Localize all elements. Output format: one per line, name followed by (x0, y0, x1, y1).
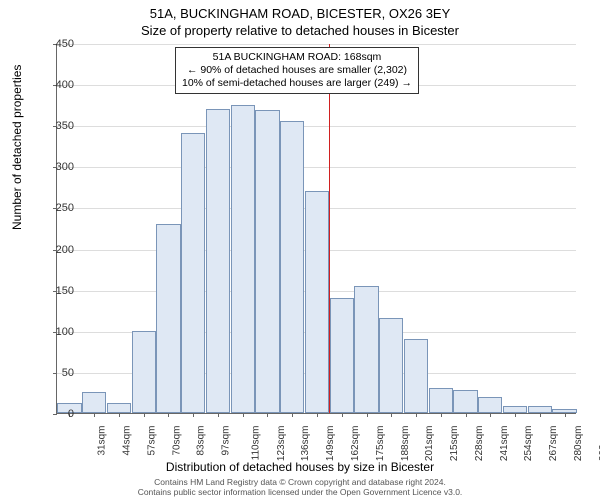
xtick-mark (267, 413, 268, 417)
footer-line-2: Contains public sector information licen… (0, 488, 600, 498)
histogram-bar (478, 397, 502, 413)
xtick-label: 201sqm (424, 426, 435, 462)
xtick-mark (391, 413, 392, 417)
histogram-bar (453, 390, 477, 413)
xtick-label: 267sqm (548, 426, 559, 462)
xtick-label: 136sqm (301, 426, 312, 462)
ytick-label: 50 (34, 367, 74, 379)
chart-title-sub: Size of property relative to detached ho… (0, 21, 600, 38)
xtick-label: 254sqm (523, 426, 534, 462)
histogram-bar (231, 105, 255, 413)
xtick-label: 215sqm (449, 426, 460, 462)
xtick-mark (490, 413, 491, 417)
histogram-bar (354, 286, 378, 413)
histogram-bar (379, 318, 403, 413)
histogram-bar (82, 392, 106, 413)
xtick-mark (416, 413, 417, 417)
xtick-label: 149sqm (325, 426, 336, 462)
xtick-mark (565, 413, 566, 417)
gridline (57, 126, 576, 127)
xtick-mark (168, 413, 169, 417)
xtick-mark (317, 413, 318, 417)
xtick-label: 110sqm (250, 426, 261, 461)
annotation-line: 10% of semi-detached houses are larger (… (182, 77, 412, 90)
ytick-label: 200 (34, 244, 74, 256)
y-axis-label: Number of detached properties (10, 65, 24, 230)
xtick-mark (342, 413, 343, 417)
xtick-mark (193, 413, 194, 417)
gridline (57, 167, 576, 168)
histogram-bar (255, 110, 279, 413)
histogram-bar (156, 224, 180, 413)
xtick-mark (466, 413, 467, 417)
histogram-bar (181, 133, 205, 413)
ytick-label: 400 (34, 79, 74, 91)
xtick-mark (540, 413, 541, 417)
histogram-bar (330, 298, 354, 413)
xtick-label: 83sqm (196, 426, 207, 456)
ytick-label: 100 (34, 326, 74, 338)
xtick-label: 175sqm (375, 426, 386, 462)
histogram-bar (206, 109, 230, 413)
xtick-mark (367, 413, 368, 417)
histogram-bar (404, 339, 428, 413)
xtick-label: 280sqm (573, 426, 584, 462)
xtick-label: 31sqm (97, 426, 108, 456)
xtick-label: 44sqm (122, 426, 133, 456)
histogram-bar (280, 121, 304, 413)
ytick-label: 300 (34, 161, 74, 173)
ytick-label: 250 (34, 202, 74, 214)
xtick-mark (292, 413, 293, 417)
xtick-mark (94, 413, 95, 417)
footer-attribution: Contains HM Land Registry data © Crown c… (0, 478, 600, 498)
xtick-label: 162sqm (350, 426, 361, 462)
ytick-label: 150 (34, 285, 74, 297)
xtick-label: 70sqm (171, 426, 182, 456)
histogram-bar (132, 331, 156, 413)
gridline (57, 44, 576, 45)
xtick-label: 188sqm (400, 426, 411, 462)
xtick-label: 228sqm (474, 426, 485, 462)
xtick-mark (515, 413, 516, 417)
xtick-label: 57sqm (146, 426, 157, 456)
histogram-bar (305, 191, 329, 413)
annotation-line: ← 90% of detached houses are smaller (2,… (182, 64, 412, 77)
ytick-label: 350 (34, 120, 74, 132)
xtick-label: 97sqm (221, 426, 232, 456)
xtick-mark (218, 413, 219, 417)
xtick-label: 123sqm (276, 426, 287, 462)
xtick-mark (243, 413, 244, 417)
xtick-mark (144, 413, 145, 417)
annotation-line: 51A BUCKINGHAM ROAD: 168sqm (182, 51, 412, 64)
x-axis-label: Distribution of detached houses by size … (0, 460, 600, 474)
histogram-plot (56, 44, 576, 414)
histogram-bar (429, 388, 453, 413)
chart-title-main: 51A, BUCKINGHAM ROAD, BICESTER, OX26 3EY (0, 0, 600, 21)
xtick-mark (119, 413, 120, 417)
annotation-box: 51A BUCKINGHAM ROAD: 168sqm← 90% of deta… (175, 47, 419, 94)
property-marker-line (329, 44, 330, 413)
xtick-mark (441, 413, 442, 417)
ytick-label: 450 (34, 38, 74, 50)
xtick-label: 241sqm (499, 426, 510, 462)
histogram-bar (107, 403, 131, 413)
ytick-label: 0 (34, 408, 74, 420)
